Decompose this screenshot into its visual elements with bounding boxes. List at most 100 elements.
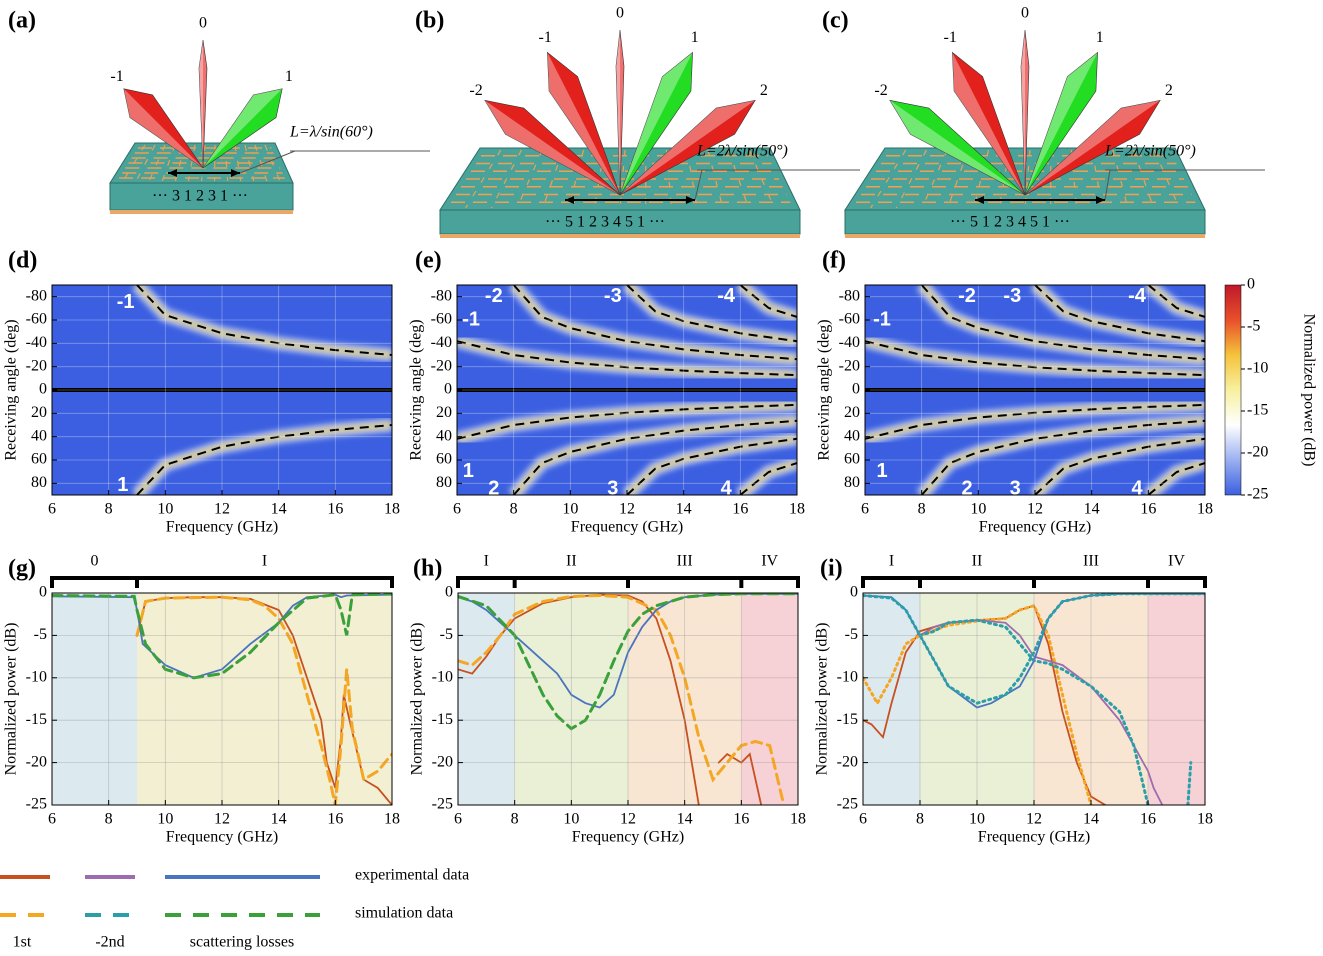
beam-shade [199,40,203,168]
region-label: IV [761,553,778,570]
x-tick-label: 8 [105,501,113,518]
panel-label: (h) [413,556,442,582]
slab-pattern [1112,149,1129,209]
order-curve [865,340,1205,377]
slab-front [844,209,1206,235]
order-label: -3 [1003,285,1021,307]
order-label: -2 [485,285,503,307]
order-curve [920,419,1205,495]
beam-label: 0 [616,5,624,22]
y-tick-label: 0 [39,381,47,398]
region [52,593,137,805]
x-tick-label: 8 [916,811,924,828]
x-axis-label: Frequency (GHz) [572,829,684,846]
y-tick-label: -80 [431,287,452,304]
colorbar-tick-label: 0 [1247,276,1255,293]
y-tick-label: -10 [26,668,47,685]
colorbar [1224,284,1242,496]
y-tick-label: -5 [34,626,47,643]
panel-label: (a) [8,8,36,34]
beam-shade [620,52,693,195]
y-tick-label: -25 [26,796,47,813]
slab-pattern [1153,149,1180,209]
beam-label: 2 [1165,82,1173,99]
sequence: ··· 5 1 2 3 4 5 1 ··· [950,214,1070,231]
x-tick-label: 6 [48,811,56,828]
arrow-head [231,169,240,177]
x-tick-label: 14 [271,501,287,518]
y-tick-label: -25 [837,796,858,813]
y-tick-label: -10 [432,668,453,685]
beam [1024,99,1161,196]
formula-leader [1104,169,1111,201]
region [741,593,798,805]
colorbar-tick-label: -20 [1247,444,1268,461]
x-tick-label: 18 [1197,501,1213,518]
y-tick-label: 80 [31,474,47,491]
x-tick-label: 16 [327,501,343,518]
order-label: 1 [876,460,887,482]
y-axis-label: Receiving angle (deg) [408,319,425,460]
slab-pattern [490,149,522,209]
beam-shade [1025,100,1161,195]
panel-label: (b) [415,8,444,34]
x-tick-label: 8 [918,501,926,518]
x-tick-label: 16 [733,811,749,828]
beam-label: 1 [1096,29,1104,46]
colorbar-label: Normalized power (dB) [1300,314,1317,467]
formula: L=λ/sin(60°) [289,124,373,141]
arrow-head [975,196,984,204]
beam-shade [889,100,1025,195]
region-label: II [972,553,983,570]
y-axis-label: Normalized power (dB) [3,623,20,776]
panel-label: (i) [820,556,843,582]
slab-pattern [895,149,927,209]
x-tick-label: 8 [510,501,518,518]
y-tick-label: 0 [444,381,452,398]
x-tick-label: 10 [563,811,579,828]
legend-column-label: scattering losses [190,934,294,951]
beam-shade [620,100,756,195]
x-tick-label: 10 [562,501,578,518]
region-label: I [889,553,894,570]
beam-shade [1021,30,1025,195]
arrow-head [686,196,695,204]
y-tick-label: -60 [431,311,452,328]
slab-front [109,182,294,211]
region [137,593,392,805]
x-tick-label: 12 [214,811,230,828]
slab-pattern [465,149,502,209]
y-tick-label: -20 [26,753,47,770]
slab-pattern [234,144,242,182]
beam-shade [616,30,620,195]
slab-pattern [1070,149,1078,209]
slab-pattern [870,149,907,209]
y-tick-label: -15 [837,711,858,728]
series-line [863,603,1093,805]
order-label: 3 [1010,477,1021,499]
beam-label: -1 [110,68,123,85]
x-tick-label: 8 [511,811,519,828]
beam-label: 0 [199,15,207,32]
order-curve [512,285,797,361]
beam-shade [203,88,283,168]
y-tick-label: -60 [26,311,47,328]
beam [889,99,1026,196]
order-curve [512,419,797,495]
legend-column-label: -2nd [95,934,124,951]
x-tick-label: 16 [1140,811,1156,828]
plot-area [863,593,1205,805]
y-tick-label: -20 [839,357,860,374]
beam [619,99,756,196]
region-label: III [1083,553,1099,570]
slab-pattern [122,144,146,182]
y-tick-label: -80 [26,287,47,304]
y-tick-label: 80 [844,474,860,491]
panel-label: (d) [8,248,37,274]
order-curve [457,403,797,440]
y-tick-label: -20 [431,357,452,374]
y-tick-label: -5 [440,626,453,643]
slab-base [845,234,1205,238]
order-curve [865,403,1205,440]
